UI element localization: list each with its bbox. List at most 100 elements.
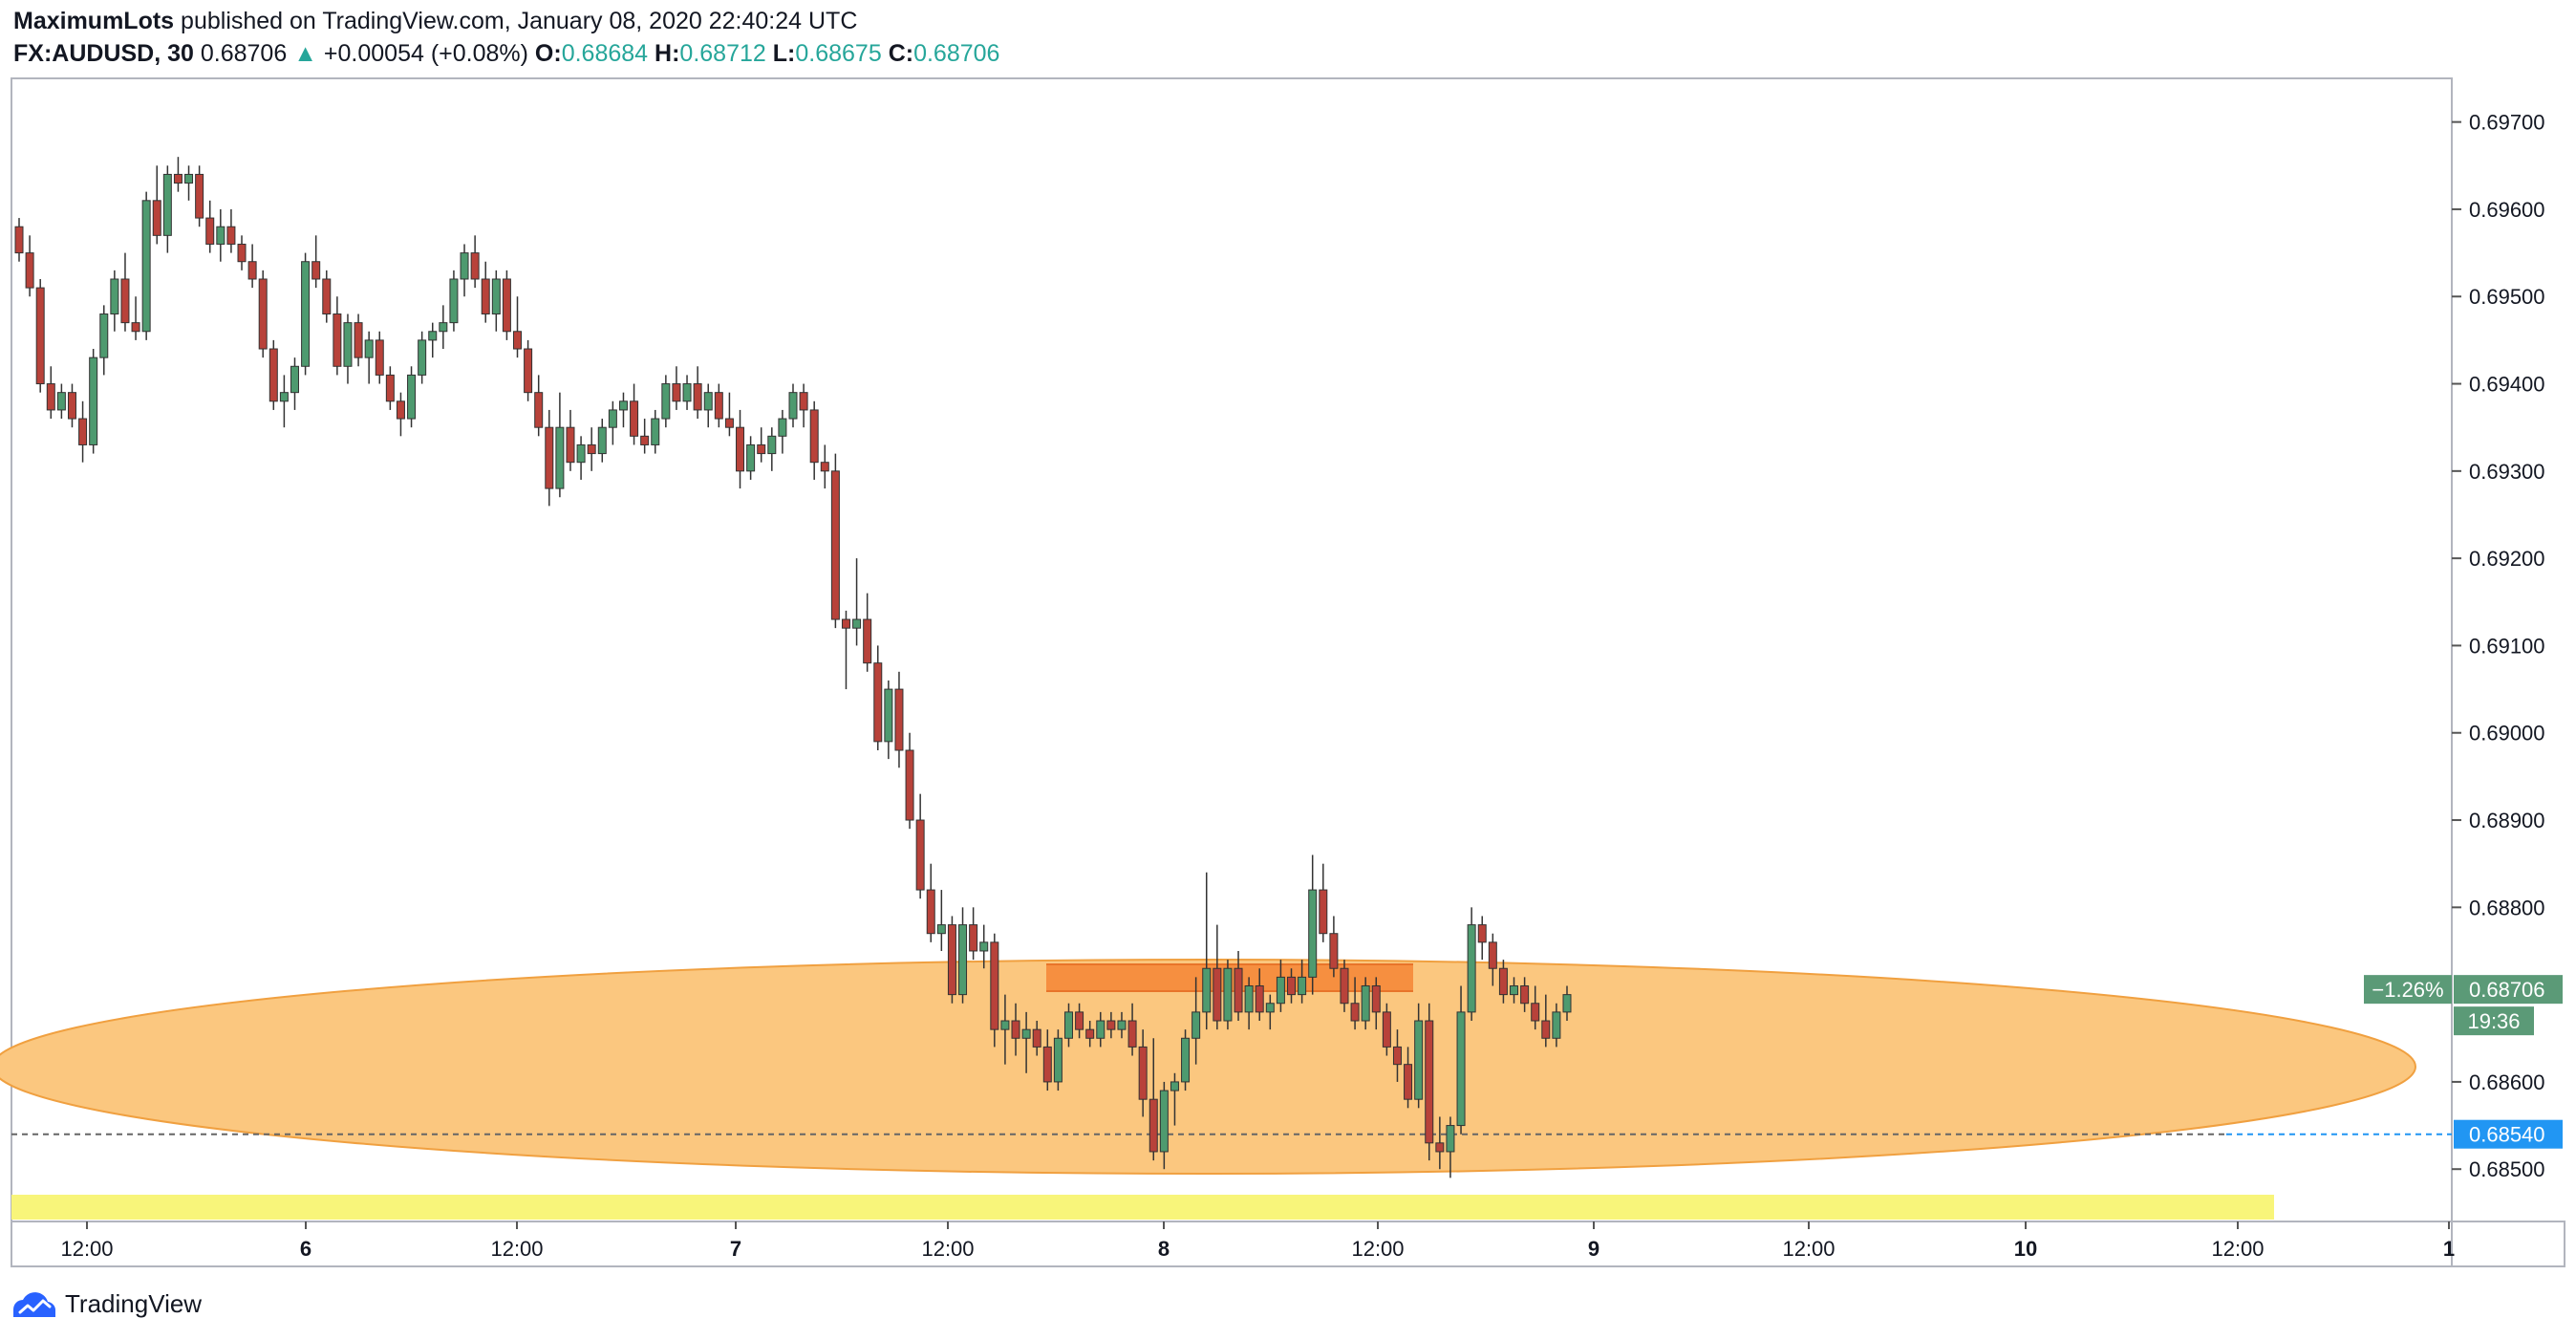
candle-body: [418, 339, 427, 376]
candle-body: [936, 924, 946, 935]
candle: [905, 732, 914, 830]
candle-body: [1531, 1003, 1540, 1022]
candle: [333, 296, 342, 376]
countdown-tag: [2454, 1006, 2534, 1036]
candle-body: [110, 278, 119, 315]
candle-body: [958, 924, 968, 996]
candle: [1425, 1003, 1434, 1161]
candle-body: [1467, 924, 1476, 1013]
candle: [1213, 924, 1222, 1030]
candle-body: [247, 261, 257, 280]
time-axis[interactable]: 12:00 6 12:00 7 12:00 8 12:00 9 12:00 10 12:00 1: [60, 1221, 2455, 1261]
low-value: 0.68675: [795, 40, 882, 67]
candle-body: [841, 618, 850, 629]
candle: [1541, 994, 1551, 1048]
candle-body: [1371, 984, 1381, 1013]
published-text: published on TradingView.com, January 08…: [181, 8, 858, 34]
candle: [1096, 1011, 1106, 1048]
footer: TradingView: [11, 1289, 202, 1319]
candle: [1063, 1003, 1073, 1048]
x-tick-label: 9: [1588, 1237, 1599, 1261]
y-tick-label: 0.69600: [2469, 198, 2545, 222]
candle-body: [216, 226, 225, 245]
candle-body: [449, 278, 459, 324]
candle: [418, 331, 427, 384]
candle: [1350, 977, 1360, 1030]
y-tick-label: 0.69400: [2469, 373, 2545, 397]
candle-body: [608, 409, 617, 428]
candle: [311, 235, 321, 289]
candle: [1170, 1072, 1179, 1126]
candle-body: [513, 331, 523, 350]
candle: [661, 375, 671, 428]
candle-body: [258, 278, 268, 350]
candle-body: [141, 200, 151, 333]
candle-body: [205, 217, 215, 245]
candle: [67, 383, 76, 428]
candle-body: [1181, 1037, 1191, 1083]
candle: [46, 366, 55, 420]
candle-body: [89, 357, 98, 445]
candle-body: [1562, 994, 1572, 1013]
candle: [778, 409, 787, 454]
candle-body: [1435, 1142, 1445, 1153]
candle: [1287, 968, 1297, 1004]
candle-body: [1382, 1011, 1391, 1048]
candle-body: [173, 173, 182, 184]
candle-body: [56, 392, 66, 411]
candle: [1520, 977, 1530, 1012]
author-name[interactable]: MaximumLots: [13, 8, 175, 34]
candle-body: [1053, 1037, 1063, 1083]
candle-body: [195, 173, 204, 219]
candle: [714, 383, 723, 428]
candle-body: [1138, 1046, 1148, 1100]
symbol-info: FX:AUDUSD, 30 0.68706 ▲ +0.00054 (+0.08%…: [13, 40, 999, 68]
high-value: 0.68712: [679, 40, 766, 67]
candle-body: [1042, 1046, 1052, 1083]
candle-body: [809, 409, 819, 464]
candle-body: [46, 383, 55, 411]
candle-body: [481, 278, 490, 315]
footer-brand[interactable]: TradingView: [65, 1289, 203, 1318]
candle-body: [1075, 1011, 1084, 1030]
candle: [830, 453, 840, 629]
candle: [1042, 1029, 1052, 1091]
price-axis[interactable]: 0.69700 0.69600 0.69500 0.69400 0.69300 0.692…: [2452, 111, 2545, 1182]
y-tick-label: 0.68800: [2469, 896, 2545, 919]
candle: [1276, 960, 1285, 1012]
candle-body: [120, 278, 130, 324]
open-value: 0.68684: [561, 40, 649, 67]
candle-body: [1000, 1020, 1010, 1030]
support-ellipse[interactable]: [0, 959, 2416, 1175]
candle-body: [1011, 1020, 1020, 1039]
candle: [25, 235, 34, 297]
level-price-text: 0.68540: [2469, 1123, 2545, 1147]
candle-body: [99, 313, 109, 358]
candle: [1340, 960, 1349, 1012]
candle: [1392, 1029, 1402, 1082]
candle: [56, 383, 66, 420]
candle-body: [1477, 924, 1487, 943]
axis-corner: [2451, 1221, 2565, 1267]
highlight-band[interactable]: [11, 1195, 2274, 1220]
candle-body: [1414, 1020, 1424, 1100]
symbol-label[interactable]: FX:AUDUSD, 30: [13, 40, 194, 67]
candle-body: [407, 374, 417, 420]
candle: [1498, 960, 1508, 1004]
candle-body: [640, 435, 650, 445]
candle: [640, 419, 650, 454]
candle-body: [1159, 1090, 1169, 1153]
candle-body: [184, 173, 194, 184]
candle: [979, 924, 989, 969]
candle-body: [555, 426, 565, 489]
candle-body: [491, 278, 501, 315]
ellipse-shape: [0, 959, 2416, 1175]
candle-body: [1223, 967, 1233, 1022]
candle: [597, 419, 607, 463]
y-tick-label: 0.68500: [2469, 1157, 2545, 1181]
candle: [841, 610, 850, 690]
candle-body: [301, 261, 311, 367]
candle-body: [714, 392, 723, 420]
candle: [1127, 1003, 1137, 1056]
